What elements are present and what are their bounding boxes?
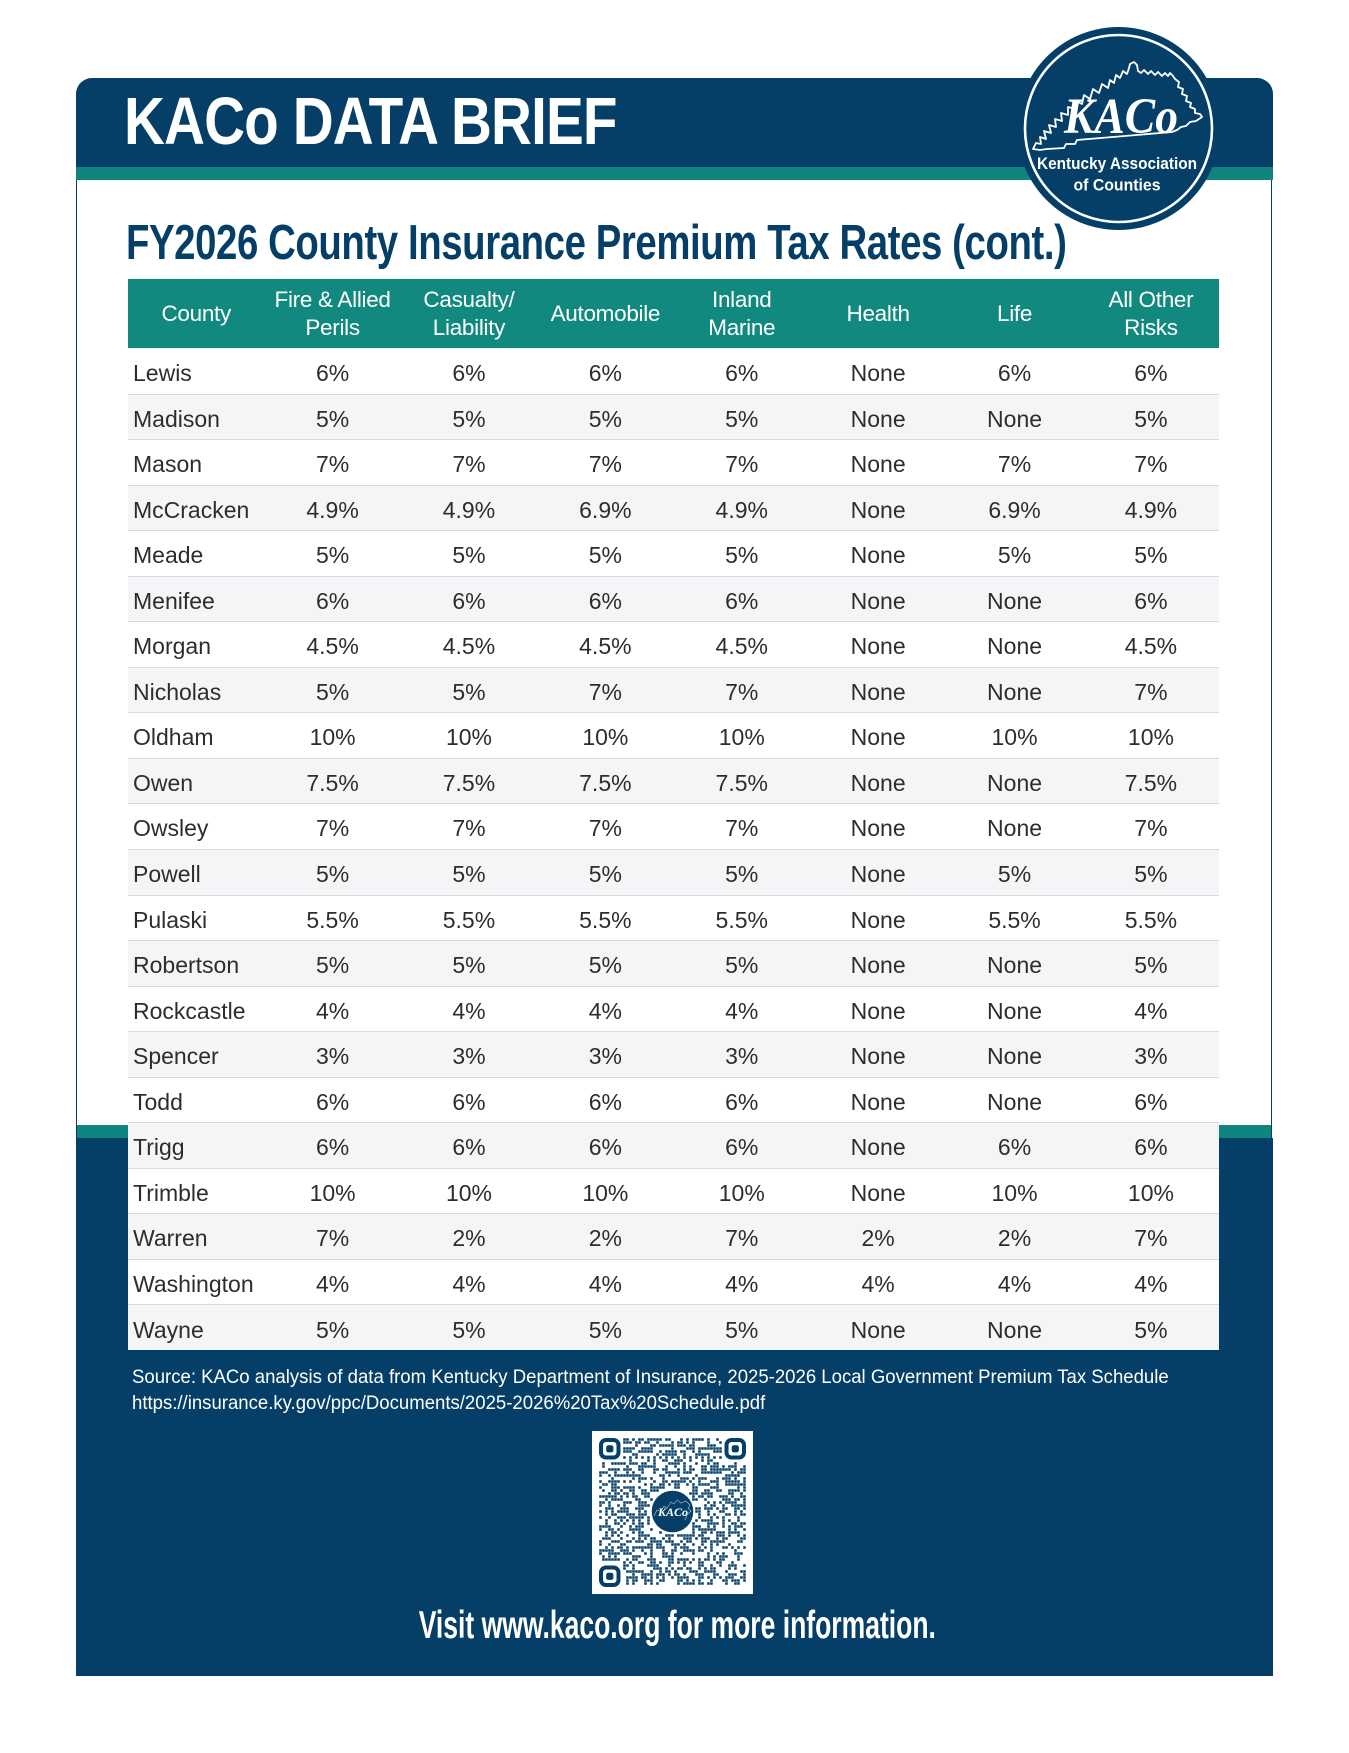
svg-text:KACo: KACo	[1063, 89, 1178, 145]
svg-text:of Counties: of Counties	[1074, 177, 1161, 195]
svg-text:Kentucky Association: Kentucky Association	[1037, 155, 1197, 173]
svg-text:KACo: KACo	[657, 1505, 688, 1519]
